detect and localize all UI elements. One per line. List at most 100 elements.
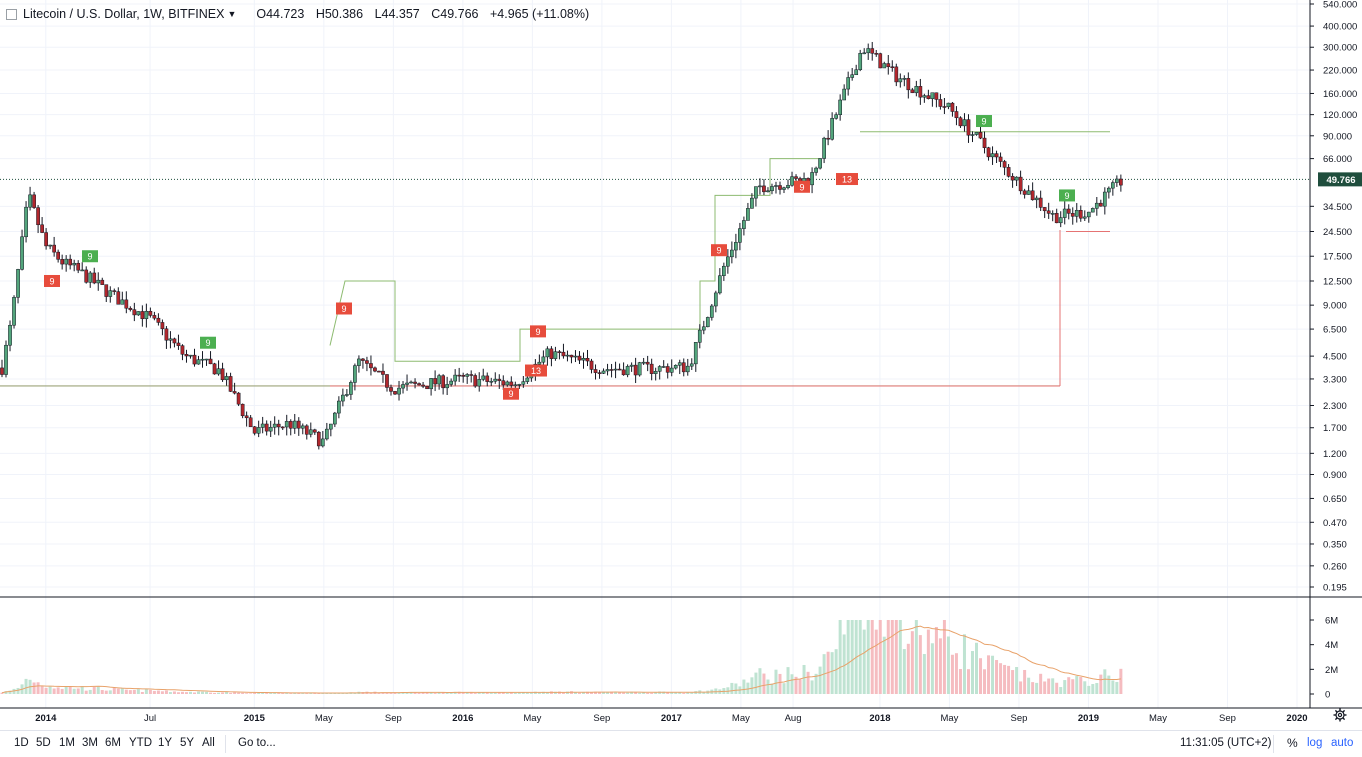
candle-body	[1050, 213, 1055, 215]
price-tick-label: 66.000	[1323, 154, 1352, 165]
volume-bar	[966, 669, 970, 694]
candle-body	[437, 375, 441, 385]
time-axis-label: Sep	[1219, 713, 1236, 724]
volume-bar	[168, 692, 172, 694]
candle-body	[621, 369, 626, 376]
collapse-icon[interactable]	[6, 8, 17, 20]
candle-body	[726, 256, 730, 267]
volume-bar	[397, 692, 401, 694]
candle-body	[573, 355, 578, 358]
candle-body	[914, 86, 919, 93]
range-3m[interactable]: 3M	[82, 737, 98, 749]
candle-body	[858, 53, 863, 70]
candle-body	[1042, 207, 1047, 212]
candle-body	[1086, 211, 1091, 218]
range-all[interactable]: All	[202, 737, 215, 749]
volume-bar	[878, 620, 882, 694]
volume-bar	[894, 620, 898, 694]
candle-body	[1066, 208, 1071, 214]
candle-body	[353, 365, 357, 383]
volume-bar	[96, 686, 100, 694]
candle-body	[1110, 182, 1115, 189]
volume-bar	[842, 634, 846, 694]
auto-scale-toggle[interactable]: auto	[1331, 737, 1354, 749]
price-tick-label: 3.300	[1323, 374, 1347, 385]
volume-bar	[12, 688, 16, 694]
volume-bar	[529, 692, 533, 694]
volume-bar	[954, 653, 958, 694]
symbol-legend[interactable]: Litecoin / U.S. Dollar, 1W, BITFINEX ▼ O…	[6, 5, 589, 23]
candle-body	[441, 375, 445, 389]
candle-body	[140, 311, 145, 320]
candle-body	[717, 275, 722, 294]
candle-body	[316, 431, 321, 447]
td-sequential-labels: 9 9 9 9 9 9 13 9 9 13 9 9	[44, 115, 1075, 400]
volume-bar	[217, 692, 221, 694]
candle-body	[413, 381, 417, 384]
grid-lines	[0, 0, 1310, 708]
last-price-label: 49.766	[1326, 175, 1355, 186]
volume-bar	[622, 692, 626, 694]
range-5y[interactable]: 5Y	[180, 737, 195, 749]
range-1d[interactable]: 1D	[14, 737, 29, 749]
volume-bar	[0, 692, 4, 694]
volume-bar	[930, 643, 934, 694]
candle-body	[1054, 213, 1059, 224]
candle-body	[938, 99, 943, 107]
volume-bar	[750, 677, 754, 694]
chevron-down-icon[interactable]: ▼	[227, 9, 237, 19]
candle-body	[870, 48, 875, 54]
candle-body	[601, 370, 606, 374]
candle-body	[834, 114, 838, 119]
goto-button[interactable]: Go to...	[238, 737, 276, 749]
candle-body	[906, 78, 911, 91]
candle-body	[501, 380, 506, 386]
candle-body	[60, 259, 65, 265]
range-6m[interactable]: 6M	[105, 737, 121, 749]
candle-body	[766, 190, 770, 193]
candle-body	[746, 208, 750, 221]
volume-bar	[249, 693, 253, 694]
candle-body	[128, 307, 133, 310]
candle-body	[256, 427, 261, 434]
gear-icon[interactable]	[1333, 708, 1347, 722]
range-1m[interactable]: 1M	[59, 737, 75, 749]
volume-bar	[802, 664, 806, 694]
candle-body	[292, 420, 297, 429]
volume-bar	[305, 693, 309, 694]
volume-bar	[890, 620, 894, 694]
volume-bar	[886, 620, 890, 694]
volume-bar	[44, 687, 48, 694]
volume-bar	[233, 692, 237, 694]
change-value: +4.965 (+11.08%)	[490, 7, 590, 21]
range-1y[interactable]: 1Y	[158, 737, 173, 749]
volume-bar	[1095, 683, 1099, 694]
candle-body	[16, 269, 20, 298]
candle-body	[497, 378, 502, 381]
candle-body	[890, 66, 895, 69]
volume-bar	[979, 658, 983, 694]
candle-body	[730, 249, 734, 258]
candle-body	[882, 63, 887, 69]
volume-bar	[473, 693, 477, 694]
volume-bar	[4, 691, 8, 694]
range-ytd[interactable]: YTD	[129, 737, 152, 749]
last-price-tag	[1318, 172, 1362, 187]
price-tick-label: 0.260	[1323, 561, 1347, 572]
volume-bar	[1071, 679, 1075, 694]
volume-bar	[666, 692, 670, 694]
volume-bar	[686, 692, 690, 694]
volume-bar	[164, 690, 168, 694]
percent-scale-toggle[interactable]: %	[1287, 736, 1298, 750]
log-scale-toggle[interactable]: log	[1307, 737, 1323, 749]
volume-bar	[678, 692, 682, 694]
volume-bar	[136, 689, 140, 694]
time-axis-label: Aug	[785, 713, 802, 724]
symbol-title[interactable]: Litecoin / U.S. Dollar, 1W, BITFINEX	[23, 7, 225, 21]
price-tick-label: 0.650	[1323, 494, 1347, 505]
candle-body	[838, 99, 842, 115]
volume-bar	[942, 620, 946, 694]
range-5d[interactable]: 5D	[36, 737, 51, 749]
volume-bar	[914, 620, 918, 694]
